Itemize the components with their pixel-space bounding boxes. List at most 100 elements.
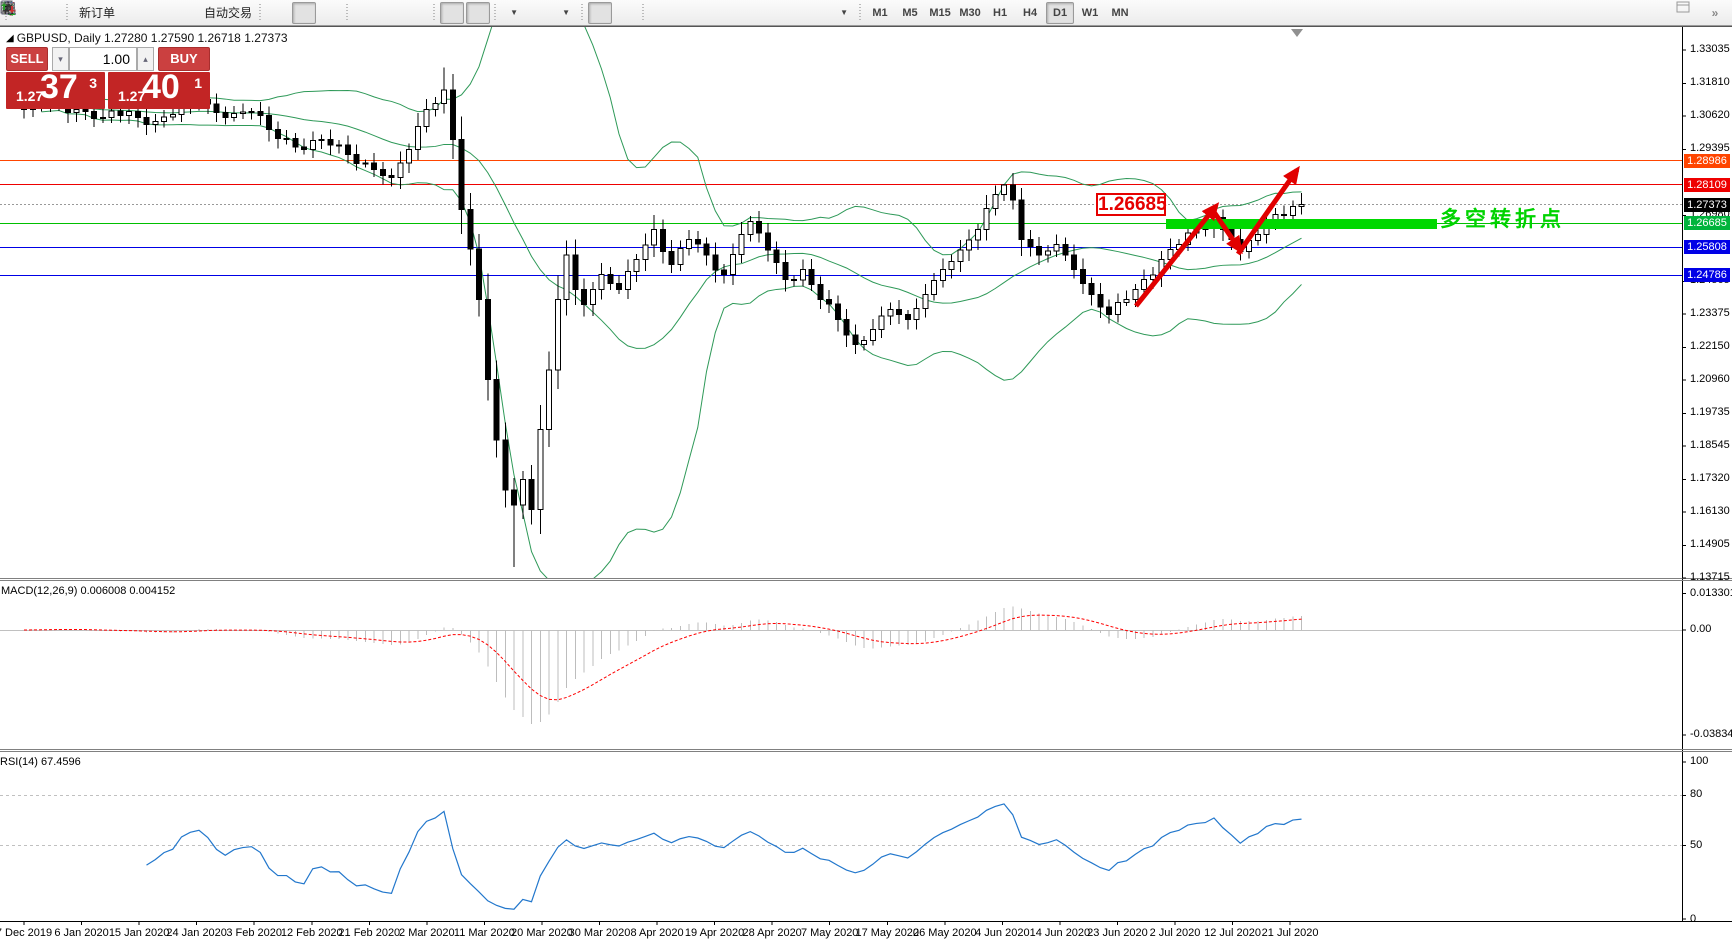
timeframe-m15-button[interactable]: M15 [929, 6, 951, 19]
svg-text:T: T [5, 4, 11, 15]
svg-text:E: E [10, 10, 14, 16]
macd-label: MACD(12,26,9) 0.006008 0.004152 [1, 585, 176, 597]
arrows-button[interactable]: ▼ [1, 2, 855, 24]
date-label: 3 Feb 2020 [226, 927, 283, 939]
timeframe-m5-button[interactable]: M5 [902, 6, 918, 19]
price-axis-tick: 1.16130 [1690, 504, 1730, 517]
chart-title: ◢ GBPUSD, Daily 1.27280 1.27590 1.26718 … [6, 31, 288, 45]
buy-price-big: 40 [142, 68, 180, 106]
date-label: 11 Mar 2020 [453, 927, 515, 939]
price-axis-tick: 1.31810 [1690, 76, 1730, 89]
toolbar-group-objects: E F A T ▼ [1, 0, 856, 26]
volume-decrease-button[interactable]: ▾ [52, 47, 69, 71]
price-tag-1.28986: 1.28986 [1684, 153, 1730, 168]
timeframe-h4-button[interactable]: H4 [1023, 6, 1038, 19]
toolbar-group-handle [345, 3, 351, 22]
price-axis-tick: 1.22150 [1690, 340, 1730, 353]
date-label: 7 Dec 2019 [0, 927, 53, 939]
sell-price-prefix: 1.27 [16, 88, 44, 104]
toolbar: » 新订单 自动交易 ▼ ▼ E F A T ▼ M1 M5 M15 M30 H1 H4 D1 W1 MN [0, 0, 1732, 26]
price-axis-tick: 1.18545 [1690, 438, 1730, 451]
price-level-note-box[interactable]: 1.26685 [1096, 193, 1167, 216]
rsi-label: RSI(14) 67.4596 [0, 756, 81, 768]
timeframe-m1-button[interactable]: M1 [872, 6, 888, 19]
buy-price-sup: 1 [194, 75, 202, 91]
toolbar-overflow-chevron-icon[interactable]: » [1711, 6, 1719, 20]
dropdown-caret-icon[interactable]: ▼ [510, 8, 518, 17]
price-tag-1.26685: 1.26685 [1684, 216, 1730, 231]
svg-text:F: F [10, 10, 14, 16]
svg-text:A: A [4, 1, 14, 16]
date-label: 26 May 2020 [912, 927, 977, 939]
toolbar-group-handle [641, 3, 647, 22]
date-label: 2 Mar 2020 [399, 927, 455, 939]
label-button[interactable]: T [1, 2, 829, 24]
rsi-axis-tick: 100 [1690, 755, 1709, 767]
date-label: 12 Feb 2020 [280, 927, 343, 939]
date-label: 24 Jan 2020 [166, 927, 227, 939]
toolbar-group-timeframes: M1 M5 M15 M30 H1 H4 D1 W1 MN [865, 0, 1135, 26]
sell-price-big: 37 [40, 68, 78, 106]
date-label: 15 Jan 2020 [108, 927, 170, 939]
dropdown-caret-icon[interactable]: ▼ [840, 8, 848, 17]
date-label: 14 Jun 2020 [1029, 927, 1091, 939]
chart-title-text: GBPUSD, Daily 1.27280 1.27590 1.26718 1.… [16, 31, 288, 45]
price-axis-tick: 1.13715 [1690, 570, 1730, 583]
rsi-axis-tick: 50 [1690, 838, 1703, 851]
cursor-button[interactable] [4, 1, 613, 24]
cjk-annotation-text[interactable]: 多空转折点 [1440, 207, 1565, 231]
date-label: 7 May 2020 [800, 927, 859, 939]
sell-button[interactable]: SELL [6, 47, 48, 71]
toolbar-group-handle [580, 3, 586, 22]
toolbar-group-handle [258, 3, 264, 22]
timeframe-mn-button[interactable]: MN [1111, 6, 1129, 19]
date-label: 28 Apr 2020 [742, 927, 802, 939]
label-icon: T [1, 2, 15, 15]
timeframe-w1-button[interactable]: W1 [1081, 6, 1099, 19]
volume-field[interactable]: 1.00 [69, 47, 137, 71]
text-button[interactable]: A [4, 1, 803, 24]
date-label: 4 Jun 2020 [975, 927, 1030, 939]
toolbar-group-handle [65, 3, 70, 22]
macd-axis-tick: 0.00 [1690, 623, 1712, 635]
rsi-axis-tick: 80 [1690, 788, 1703, 801]
price-axis-tick: 1.14905 [1690, 538, 1730, 551]
rsi-axis-tick: 0 [1690, 913, 1697, 925]
buy-price-prefix: 1.27 [118, 88, 146, 104]
date-label: 12 Jul 2020 [1204, 927, 1261, 939]
date-label: 21 Feb 2020 [338, 927, 401, 939]
arrows-icon [1, 3, 15, 13]
date-label: 19 Apr 2020 [684, 927, 745, 939]
date-label: 2 Jul 2020 [1149, 927, 1201, 939]
date-label: 21 Jul 2020 [1261, 927, 1319, 939]
sell-price-box[interactable]: 1.27 37 3 [6, 68, 105, 109]
price-axis-tick: 1.30620 [1690, 108, 1730, 121]
price-axis-tick: 1.29395 [1690, 142, 1730, 155]
date-label: 6 Jan 2020 [54, 927, 109, 939]
price-tag-1.24786: 1.24786 [1684, 268, 1730, 283]
sell-price-sup: 3 [89, 75, 97, 91]
price-tag-1.27373: 1.27373 [1684, 197, 1730, 212]
timeframe-m30-button[interactable]: M30 [959, 6, 981, 19]
date-label: 30 Mar 2020 [568, 927, 631, 939]
date-label: 8 Apr 2020 [630, 927, 684, 939]
price-axis-tick: 1.23375 [1690, 306, 1730, 319]
price-tag-1.25808: 1.25808 [1684, 240, 1730, 255]
toolbar-overflow-panel-icon[interactable] [1676, 1, 1701, 24]
timeframe-h1-button[interactable]: H1 [993, 6, 1008, 19]
toolbar-group-handle [432, 3, 438, 22]
dropdown-caret-icon[interactable]: ▼ [562, 8, 570, 17]
volume-increase-button[interactable]: ▴ [137, 47, 154, 71]
buy-price-box[interactable]: 1.27 40 1 [108, 68, 210, 109]
date-label: 20 Mar 2020 [511, 927, 573, 939]
text-icon: A [4, 1, 14, 16]
buy-button[interactable]: BUY [158, 47, 210, 71]
macd-axis-tick: 0.013301 [1690, 586, 1732, 599]
date-label: 23 Jun 2020 [1087, 927, 1148, 939]
price-tag-1.28109: 1.28109 [1684, 177, 1730, 192]
price-axis-tick: 1.20960 [1690, 372, 1730, 385]
timeframe-d1-button[interactable]: D1 [1046, 1, 1075, 24]
cursor-arrow-icon: ◢ [6, 32, 14, 44]
